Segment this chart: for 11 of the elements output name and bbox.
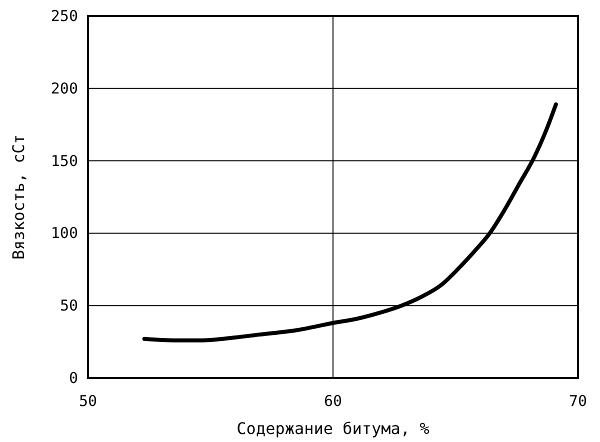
x-tick-label: 70	[568, 392, 588, 410]
y-tick-label: 150	[50, 152, 78, 170]
y-axis-title: Вязкость, сСт	[9, 134, 28, 260]
y-tick-label: 250	[50, 7, 78, 25]
x-axis-title: Содержание битума, %	[236, 419, 430, 438]
y-tick-label: 50	[60, 296, 78, 315]
y-tick-label: 100	[50, 224, 78, 242]
x-tick-label: 50	[78, 392, 98, 410]
x-tick-label: 60	[324, 392, 342, 410]
y-tick-label: 200	[50, 79, 78, 98]
y-tick-label: 0	[68, 369, 78, 387]
